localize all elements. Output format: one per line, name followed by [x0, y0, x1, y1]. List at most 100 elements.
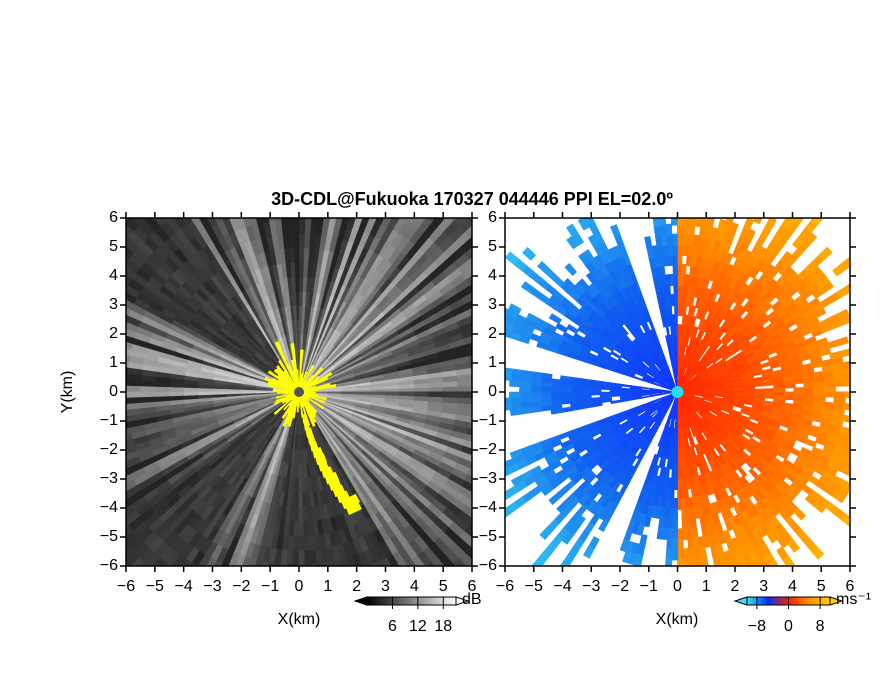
radar-echo — [718, 583, 728, 596]
radar-echo — [62, 456, 80, 469]
radar-echo — [699, 597, 708, 609]
radar-echo — [398, 153, 413, 171]
radar-echo — [125, 380, 141, 387]
radar-echo — [168, 387, 184, 392]
x-tick-label: −2 — [232, 578, 250, 595]
radar-echo — [853, 276, 867, 289]
colorbar-segment — [429, 597, 432, 605]
radar-echo — [139, 386, 155, 392]
colorbar-segment — [394, 597, 397, 605]
radar-echo — [299, 131, 309, 147]
y-tick-label: −1 — [100, 412, 118, 429]
colorbar-segment — [406, 597, 409, 605]
radar-echo — [361, 582, 373, 600]
radar-echo — [77, 276, 95, 291]
radar-echo — [138, 181, 155, 199]
y-tick-label: 1 — [109, 354, 118, 371]
radar-echo — [299, 275, 303, 291]
radar-echo — [83, 420, 100, 430]
radar-echo — [344, 602, 356, 619]
radar-echo — [81, 269, 99, 284]
radar-echo — [366, 141, 380, 159]
radar-echo — [72, 336, 89, 348]
radar-echo — [176, 158, 192, 176]
radar-echo — [876, 299, 880, 311]
radar-echo — [798, 189, 811, 203]
radar-echo — [481, 431, 498, 442]
radar-echo — [81, 377, 97, 386]
radar-echo — [61, 492, 79, 507]
radar-echo — [131, 186, 148, 204]
radar-echo — [314, 160, 324, 177]
radar-echo — [304, 218, 311, 234]
radar-echo — [70, 478, 88, 492]
radar-echo — [184, 154, 199, 172]
y-tick-label: 6 — [109, 209, 118, 226]
radar-echo — [286, 565, 294, 581]
colorbar-tick-label: 18 — [434, 618, 452, 635]
radar-echo — [294, 507, 299, 523]
radar-echo — [393, 167, 408, 185]
radar-echo — [703, 196, 712, 209]
radar-echo — [48, 460, 66, 474]
x-tick-label: 4 — [410, 578, 419, 595]
x-tick-label: −6 — [117, 578, 135, 595]
colorbar-segment — [400, 597, 403, 605]
colorbar-segment — [435, 597, 438, 605]
radar-echo — [74, 444, 91, 456]
radar-echo — [263, 635, 274, 652]
radar-echo — [716, 573, 725, 586]
colorbar-segment — [447, 597, 450, 605]
radar-echo — [38, 374, 54, 384]
radar-echo — [293, 551, 299, 567]
radar-echo — [853, 495, 867, 508]
radar-echo — [316, 636, 327, 653]
radar-echo — [344, 165, 356, 182]
radar-echo — [203, 193, 217, 211]
radar-echo — [214, 158, 227, 176]
radar-echo — [865, 446, 878, 456]
radar-echo — [44, 329, 62, 342]
radar-echo — [341, 588, 352, 605]
radar-echo — [351, 167, 363, 184]
radar-echo — [864, 531, 879, 545]
radar-echo — [400, 170, 415, 188]
radar-echo — [235, 137, 248, 155]
radar-echo — [692, 598, 701, 610]
radar-echo — [111, 404, 127, 412]
radar-echo — [85, 261, 103, 277]
radar-echo — [306, 593, 315, 609]
radar-image — [450, 154, 880, 649]
radar-echo — [77, 493, 95, 508]
radar-echo — [201, 147, 215, 165]
radar-echo — [823, 196, 837, 211]
radar-echo — [211, 389, 227, 392]
radar-echo — [48, 311, 66, 325]
radar-echo — [256, 148, 267, 165]
radar-echo — [323, 620, 334, 637]
radar-echo — [304, 232, 310, 248]
radar-echo — [90, 325, 107, 337]
radar-echo — [280, 131, 290, 147]
radar-echo — [229, 199, 241, 216]
radar-echo — [296, 464, 299, 480]
radar-echo — [219, 171, 232, 189]
radar-echo — [282, 160, 291, 176]
radar-echo — [390, 150, 405, 168]
radar-echo — [678, 559, 685, 571]
radar-echo — [691, 578, 699, 590]
radar-echo — [54, 476, 72, 490]
radar-echo — [350, 630, 363, 648]
colorbar-segment — [403, 597, 406, 605]
radar-echo — [370, 609, 383, 627]
radar-echo — [210, 622, 224, 640]
radar-echo — [192, 150, 207, 168]
colorbar-segment — [370, 597, 373, 605]
radar-echo — [42, 435, 59, 447]
radar-echo — [218, 625, 232, 643]
radar-echo — [231, 183, 243, 201]
radar-echo — [56, 341, 73, 353]
radar-echo — [329, 605, 340, 622]
radar-echo — [84, 298, 102, 312]
